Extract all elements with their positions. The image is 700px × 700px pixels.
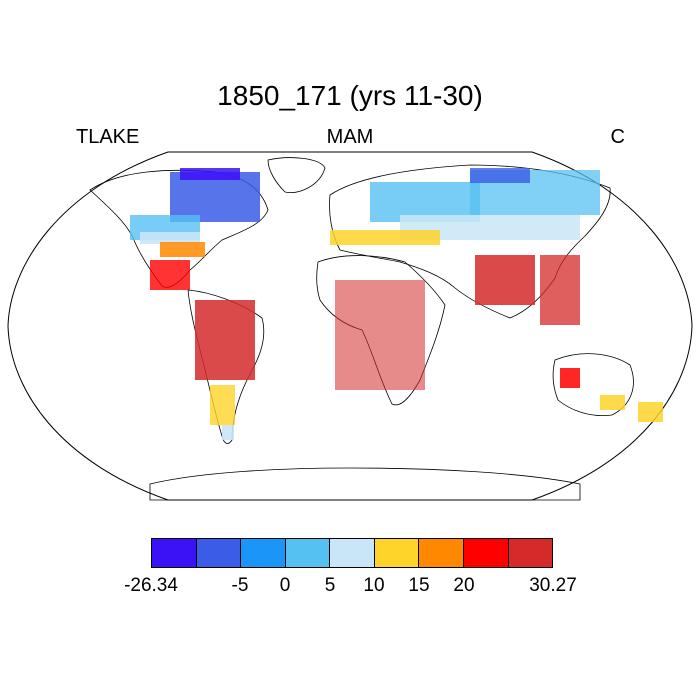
colorbar-tick-label: 10: [363, 575, 385, 596]
greenland: [267, 157, 326, 193]
se-asia-field: [540, 255, 580, 325]
siberia-cold-field: [470, 168, 530, 183]
colorbar-segment: [508, 539, 553, 567]
colorbar-segment: [330, 539, 375, 567]
australia: [552, 353, 634, 417]
colorbar-tick-label: 30.27: [529, 575, 577, 596]
argentina-field: [210, 385, 235, 425]
colorbar-segment: [152, 539, 197, 567]
map-title: 1850_171 (yrs 11-30): [217, 80, 483, 111]
colorbar-tick-label: 5: [324, 575, 336, 596]
colorbar-tick-label: -26.34: [124, 575, 178, 596]
colorbar-segment: [374, 539, 420, 567]
africa-field: [335, 280, 425, 390]
colorbar: [151, 538, 553, 568]
canada-cold-field: [170, 172, 260, 222]
variable-label: TLAKE: [76, 126, 140, 148]
australia-west-field: [560, 368, 580, 388]
season-label: MAM: [326, 126, 374, 148]
colorbar-segment: [196, 539, 242, 567]
mediterranean-field: [330, 230, 440, 245]
colorbar-segment: [463, 539, 509, 567]
antarctica: [149, 467, 581, 501]
colorbar-tick-label: -5: [231, 575, 249, 596]
patagonia-field: [222, 425, 234, 440]
colorbar-segment: [419, 539, 464, 567]
units-label: C: [610, 126, 625, 148]
africa: [316, 255, 446, 406]
mexico-field: [150, 260, 190, 290]
us-south-field: [160, 242, 205, 257]
amazon-field: [195, 300, 255, 380]
us-central-field: [140, 232, 200, 244]
colorbar-segment: [241, 539, 286, 567]
colorbar-segment: [285, 539, 331, 567]
colorbar-tick-label: 20: [453, 575, 475, 596]
data-field: [130, 168, 663, 440]
australia-se-field: [600, 395, 625, 410]
india-field: [475, 255, 535, 305]
nz-field: [638, 402, 663, 422]
arctic-canada-field: [180, 168, 240, 180]
colorbar-tick-label: 15: [408, 575, 430, 596]
colorbar-tick-label: 0: [279, 575, 291, 596]
